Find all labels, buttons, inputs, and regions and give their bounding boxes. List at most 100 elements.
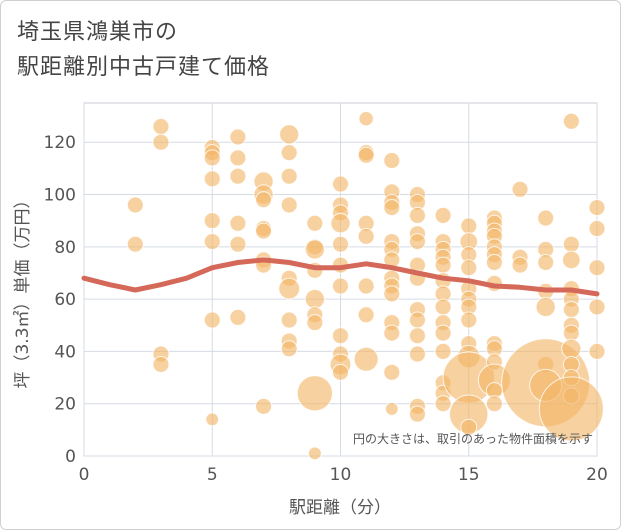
data-point	[229, 308, 247, 326]
data-point	[460, 418, 478, 436]
size-annotation: 円の大きさは、取引のあった物件面積を示す	[353, 431, 593, 446]
data-point	[562, 250, 581, 270]
data-point	[561, 338, 582, 359]
data-point	[304, 239, 325, 260]
data-point	[383, 285, 401, 303]
y-tick-label: 0	[65, 447, 76, 467]
y-tick-label: 80	[54, 238, 76, 258]
x-axis-label: 駅距離（分）	[289, 498, 391, 518]
data-point	[383, 363, 401, 381]
data-point	[562, 112, 580, 130]
data-point	[279, 124, 300, 145]
x-tick-label: 15	[458, 465, 480, 485]
data-point	[255, 397, 273, 415]
data-point	[434, 206, 452, 224]
data-point	[562, 235, 580, 253]
data-point	[152, 133, 170, 151]
trend-line-group	[81, 257, 600, 297]
data-point	[280, 311, 298, 329]
data-point	[588, 298, 606, 316]
data-point	[358, 110, 374, 127]
data-point	[460, 259, 478, 277]
data-point	[485, 254, 503, 272]
data-point	[408, 206, 426, 224]
data-point	[280, 340, 298, 358]
x-tick-label: 20	[586, 465, 608, 485]
data-point	[126, 196, 144, 214]
data-point	[434, 324, 452, 342]
data-point	[229, 167, 247, 185]
data-point	[205, 412, 220, 427]
data-point	[152, 355, 170, 373]
data-point	[408, 311, 426, 329]
data-point	[307, 446, 322, 461]
data-point	[408, 345, 426, 363]
data-point	[353, 346, 379, 372]
data-point	[203, 212, 221, 230]
data-point	[588, 259, 606, 277]
data-point	[485, 395, 503, 413]
data-point	[588, 342, 606, 360]
y-axis-label: 坪（3.3㎡）単価（万円）	[13, 191, 33, 388]
chart-title-line-2: 駅距離別中古戸建て価格	[17, 55, 271, 80]
data-point	[383, 152, 401, 170]
data-point	[460, 311, 478, 329]
data-point	[383, 199, 401, 217]
data-point	[434, 395, 452, 413]
data-point	[280, 196, 298, 214]
data-point	[408, 327, 426, 345]
data-point	[357, 277, 375, 295]
data-point	[384, 402, 399, 416]
axes: 0 5 10 15 20 0 20 40 60 80 100 120	[44, 133, 608, 485]
data-point	[229, 235, 247, 253]
data-point	[304, 289, 325, 310]
data-point	[535, 296, 556, 318]
data-point	[408, 405, 426, 423]
y-tick-label: 120	[44, 133, 76, 153]
data-point	[296, 375, 333, 412]
trend-line	[81, 257, 600, 297]
data-point	[408, 233, 426, 251]
data-point	[229, 128, 247, 146]
chart-title: 埼玉県鴻巣市の 駅距離別中古戸建て価格	[17, 15, 270, 85]
data-point	[126, 235, 144, 253]
data-point	[434, 298, 452, 316]
data-point	[203, 170, 221, 188]
data-point	[229, 149, 247, 167]
data-point	[332, 235, 349, 253]
y-tick-label: 20	[54, 395, 76, 415]
data-point	[511, 256, 529, 274]
y-tick-label: 60	[54, 290, 76, 310]
data-point	[537, 254, 555, 272]
data-point	[255, 191, 273, 209]
data-point	[306, 214, 324, 232]
data-point	[357, 146, 375, 164]
data-point	[537, 209, 555, 227]
data-point	[383, 324, 401, 342]
data-point	[152, 118, 170, 136]
data-point	[332, 277, 349, 295]
data-point	[229, 214, 247, 232]
data-point	[332, 175, 349, 193]
data-point	[332, 327, 349, 345]
x-tick-label: 0	[79, 465, 90, 485]
data-point	[330, 213, 351, 234]
data-point	[306, 314, 324, 332]
x-tick-label: 5	[207, 465, 218, 485]
y-tick-label: 100	[44, 186, 76, 206]
data-point	[280, 144, 298, 162]
y-tick-label: 40	[54, 342, 76, 362]
data-point	[434, 256, 452, 274]
data-point	[588, 220, 606, 238]
data-point	[511, 180, 529, 198]
data-point	[460, 217, 478, 235]
data-point	[357, 306, 375, 324]
data-point	[278, 277, 301, 300]
data-point	[280, 167, 298, 185]
data-point	[562, 301, 580, 319]
data-points	[126, 110, 606, 461]
x-tick-label: 10	[330, 465, 352, 485]
data-point	[203, 233, 221, 251]
chart-title-line-1: 埼玉県鴻巣市の	[17, 20, 179, 45]
